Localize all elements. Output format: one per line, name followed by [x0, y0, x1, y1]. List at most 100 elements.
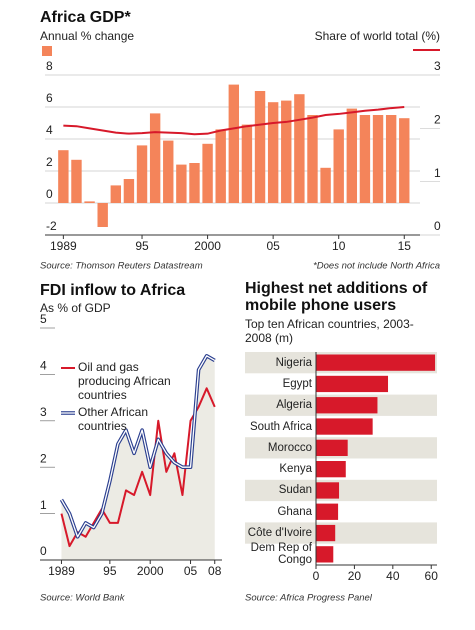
legend-label: Other African countries [78, 405, 149, 433]
source: Source: Africa Progress Panel [245, 593, 373, 604]
bar [316, 397, 378, 414]
bar [202, 143, 213, 203]
y-tick-label: 8 [46, 59, 53, 73]
bar [316, 439, 348, 456]
bar [307, 115, 318, 203]
x-tick-label: 1989 [48, 564, 75, 578]
y-tick-label: Morocco [267, 441, 312, 454]
x-tick-label: 2000 [194, 239, 221, 253]
row-band [245, 479, 437, 502]
line [60, 387, 216, 548]
line [63, 106, 405, 136]
bar [281, 100, 292, 203]
bar [163, 140, 174, 203]
chart-title: Highest net additions of mobile phone us… [245, 280, 428, 314]
source: Source: Thomson Reuters Datastream [40, 261, 203, 272]
bar [320, 167, 331, 203]
bar [254, 91, 266, 203]
bar [316, 375, 389, 393]
bar [399, 118, 410, 203]
bar [316, 354, 436, 371]
x-tick-label: 60 [425, 569, 439, 583]
bar [97, 203, 108, 227]
legend-label: Share of world total (%) [315, 29, 440, 43]
y-tick-label: Sudan [278, 484, 312, 497]
area [61, 355, 215, 560]
x-tick-label: 0 [313, 569, 320, 583]
y-tick-label: 4 [46, 123, 53, 137]
bar [71, 159, 82, 203]
bar [346, 108, 358, 203]
y-tick-label: Dem Rep of Congo [250, 542, 312, 567]
bar [316, 482, 340, 499]
bar [316, 546, 334, 563]
x-tick-label: 08 [208, 564, 222, 578]
bar [316, 524, 336, 542]
chart-subtitle: Top ten African countries, 2003-2008 (m) [245, 317, 414, 345]
bar [110, 185, 122, 203]
y-tick-label: Nigeria [275, 356, 312, 369]
bar [385, 115, 397, 203]
y-tick-label: Côte d'Ivoire [247, 527, 312, 540]
chart-title: FDI inflow to Africa [40, 282, 185, 299]
bar [136, 145, 148, 203]
x-tick-label: 95 [103, 564, 117, 578]
y-tick-label: 4 [40, 359, 47, 373]
chart-subtitle: As % of GDP [40, 301, 111, 315]
bar [267, 102, 279, 203]
y2-tick-label: 0 [434, 219, 441, 233]
line-inner [60, 355, 216, 538]
bar [294, 94, 305, 203]
y-tick-label: Ghana [277, 505, 312, 518]
bar [316, 461, 346, 478]
bar [58, 150, 69, 203]
x-tick-label: 40 [386, 569, 400, 583]
y-tick-label: Algeria [276, 399, 312, 412]
chart-title: Africa GDP* [40, 9, 131, 26]
bar [176, 164, 187, 203]
note: *Does not include North Africa [313, 261, 440, 272]
x-tick-label: 05 [266, 239, 280, 253]
bar [316, 503, 339, 520]
bar [189, 163, 200, 203]
y-tick-label: 0 [40, 544, 47, 558]
bar [84, 201, 95, 203]
y-tick-label: Kenya [279, 463, 312, 476]
bar [333, 129, 344, 203]
y-tick-label: -2 [46, 219, 57, 233]
bar [123, 179, 135, 203]
source: Source: World Bank [40, 593, 126, 604]
y2-tick-label: 3 [434, 59, 441, 73]
legend-label: Oil and gas producing African countries [78, 360, 171, 402]
y-tick-label: 1 [40, 498, 47, 512]
bar [215, 129, 226, 203]
y-tick-label: 2 [46, 155, 53, 169]
bar [241, 124, 253, 203]
bar [359, 115, 371, 203]
bar [149, 113, 161, 203]
legend-swatch [42, 46, 52, 56]
legend-label: Annual % change [40, 29, 134, 43]
y2-tick-label: 1 [434, 166, 441, 180]
x-tick-label: 20 [348, 569, 362, 583]
y-tick-label: 2 [40, 451, 47, 465]
y-tick-label: 6 [46, 91, 53, 105]
y-tick-label: South Africa [249, 420, 312, 433]
y-tick-label: 5 [40, 312, 47, 326]
row-band [245, 522, 437, 544]
x-tick-label: 05 [184, 564, 198, 578]
y-tick-label: 0 [46, 187, 53, 201]
x-tick-label: 95 [135, 239, 149, 253]
bar [372, 115, 384, 203]
x-tick-label: 2000 [137, 564, 164, 578]
bar [228, 84, 240, 203]
y2-tick-label: 2 [434, 113, 441, 127]
x-tick-label: 1989 [50, 239, 77, 253]
y-tick-label: 3 [40, 405, 47, 419]
y-tick-label: Egypt [282, 377, 312, 390]
bar [316, 418, 373, 435]
x-tick-label: 15 [398, 239, 412, 253]
x-tick-label: 10 [332, 239, 346, 253]
